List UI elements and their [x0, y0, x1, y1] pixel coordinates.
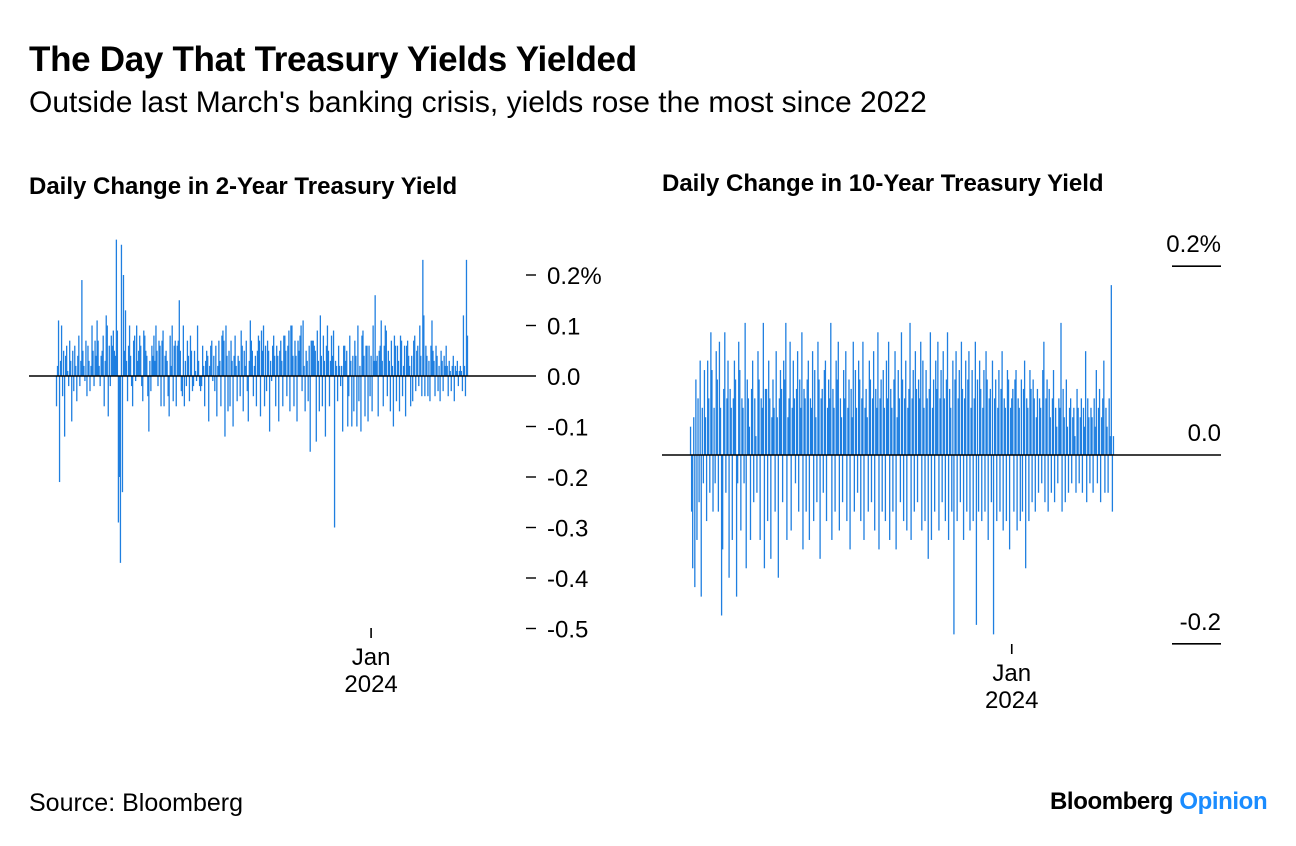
y-tick-label: 0.0: [1188, 420, 1221, 447]
page-title: The Day That Treasury Yields Yielded: [29, 40, 637, 79]
x-tick-label-year: 2024: [985, 687, 1038, 714]
x-tick-label-year: 2024: [344, 671, 397, 698]
y-tick-label: -0.1: [547, 415, 588, 442]
y-tick-label: -0.2: [1180, 609, 1221, 636]
y-tick-label: 0.2%: [547, 263, 602, 290]
y-tick-label: -0.5: [547, 617, 588, 644]
brand-primary: Bloomberg: [1050, 788, 1174, 815]
x-tick-label-month: Jan: [992, 660, 1031, 687]
source-note: Source: Bloomberg: [29, 789, 244, 817]
y-tick-label: -0.2: [547, 465, 588, 492]
y-tick-label: 0.2%: [1166, 231, 1221, 258]
page-subtitle: Outside last March's banking crisis, yie…: [29, 86, 927, 119]
chart-2yr-title: Daily Change in 2-Year Treasury Yield: [29, 173, 458, 200]
y-tick-label: 0.1: [547, 314, 580, 341]
y-tick-label: -0.3: [547, 516, 588, 543]
y-tick-label: 0.0: [547, 364, 580, 391]
chart-10yr-title: Daily Change in 10-Year Treasury Yield: [662, 170, 1104, 197]
brand-secondary: Opinion: [1179, 788, 1268, 815]
y-tick-label: -0.4: [547, 566, 588, 593]
x-tick-label-month: Jan: [352, 644, 391, 671]
brand-logo: Bloomberg Opinion: [1050, 788, 1268, 816]
